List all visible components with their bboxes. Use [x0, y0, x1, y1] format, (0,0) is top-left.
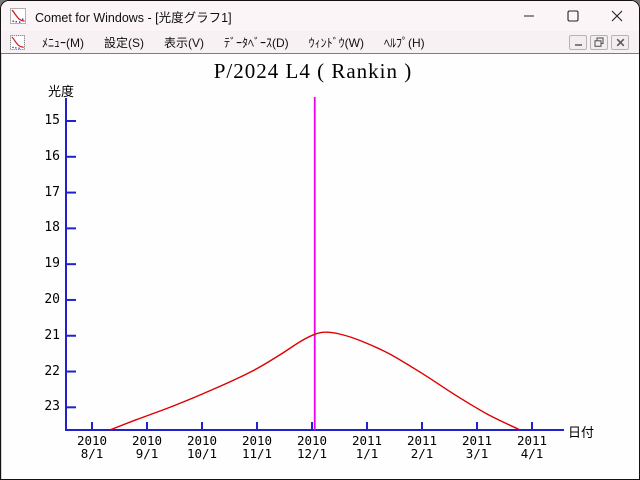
mdi-close-icon [616, 38, 624, 46]
y-tick-label: 22 [44, 363, 60, 379]
window-controls [507, 1, 639, 31]
y-tick-label: 21 [44, 327, 60, 343]
menu-item-view[interactable]: 表示(V) [154, 32, 214, 53]
chart-canvas [65, 97, 564, 431]
y-axis-title: 光度 [48, 85, 75, 100]
y-tick-label: 16 [44, 148, 60, 164]
y-tick-label: 17 [44, 184, 60, 200]
menu-item-help[interactable]: ﾍﾙﾌﾟ(H) [374, 32, 435, 53]
light-curve [109, 331, 521, 431]
minimize-button[interactable] [507, 1, 551, 31]
chart-labels: 15 16 17 18 19 20 21 22 23 2010 8/1 2010 9/1 2010 10/1… [2, 54, 639, 478]
x-tick-label: 2011 1/1 [351, 433, 383, 461]
mdi-restore-icon [594, 37, 604, 47]
y-tick-label: 18 [44, 220, 60, 236]
maximize-icon [567, 10, 579, 22]
menu-item-database[interactable]: ﾃﾞｰﾀﾍﾞｰｽ(D) [214, 32, 299, 53]
menu-item-menu[interactable]: ﾒﾆｭｰ(M) [32, 32, 94, 53]
client-area: P/2024 L4 ( Rankin ) 光度 日付 15 16 17 18 19 20 2… [1, 54, 639, 479]
mdi-restore-button[interactable] [590, 34, 608, 50]
mdi-system-menu-icon[interactable] [10, 34, 25, 50]
window-title: Comet for Windows - [光度グラフ1] [35, 10, 232, 25]
mdi-window-controls [569, 34, 629, 50]
close-button[interactable] [595, 1, 639, 31]
x-axis-title: 日付 [568, 426, 595, 441]
x-tick-label: 2010 12/1 [296, 433, 328, 461]
maximize-button[interactable] [551, 1, 595, 31]
x-tick-label: 2010 11/1 [241, 433, 273, 461]
close-icon [611, 10, 623, 22]
minimize-icon [524, 15, 534, 17]
x-tick-label: 2011 4/1 [516, 433, 548, 461]
x-tick-label: 2010 8/1 [76, 433, 108, 461]
x-tick-label: 2011 3/1 [461, 433, 493, 461]
app-icon[interactable] [10, 8, 26, 24]
x-tick-label: 2010 10/1 [186, 433, 218, 461]
mdi-close-button[interactable] [611, 34, 629, 50]
chart-title: P/2024 L4 ( Rankin ) [213, 59, 413, 83]
mdi-minimize-button[interactable] [569, 34, 587, 50]
menu-item-settings[interactable]: 設定(S) [94, 32, 154, 53]
menubar: ﾒﾆｭｰ(M) 設定(S) 表示(V) ﾃﾞｰﾀﾍﾞｰｽ(D) ｳｨﾝﾄﾞｳ(W… [1, 31, 639, 54]
mdi-minimize-icon [574, 43, 582, 46]
x-tick-label: 2011 2/1 [406, 433, 438, 461]
y-tick-label: 23 [44, 399, 60, 415]
y-tick-label: 15 [44, 113, 60, 128]
menu-items: ﾒﾆｭｰ(M) 設定(S) 表示(V) ﾃﾞｰﾀﾍﾞｰｽ(D) ｳｨﾝﾄﾞｳ(W… [32, 32, 435, 53]
titlebar: Comet for Windows - [光度グラフ1] [1, 1, 639, 31]
y-tick-label: 19 [44, 256, 60, 272]
x-tick-label: 2010 9/1 [131, 433, 163, 461]
menu-item-window[interactable]: ｳｨﾝﾄﾞｳ(W) [299, 32, 374, 53]
y-tick-label: 20 [44, 291, 60, 307]
